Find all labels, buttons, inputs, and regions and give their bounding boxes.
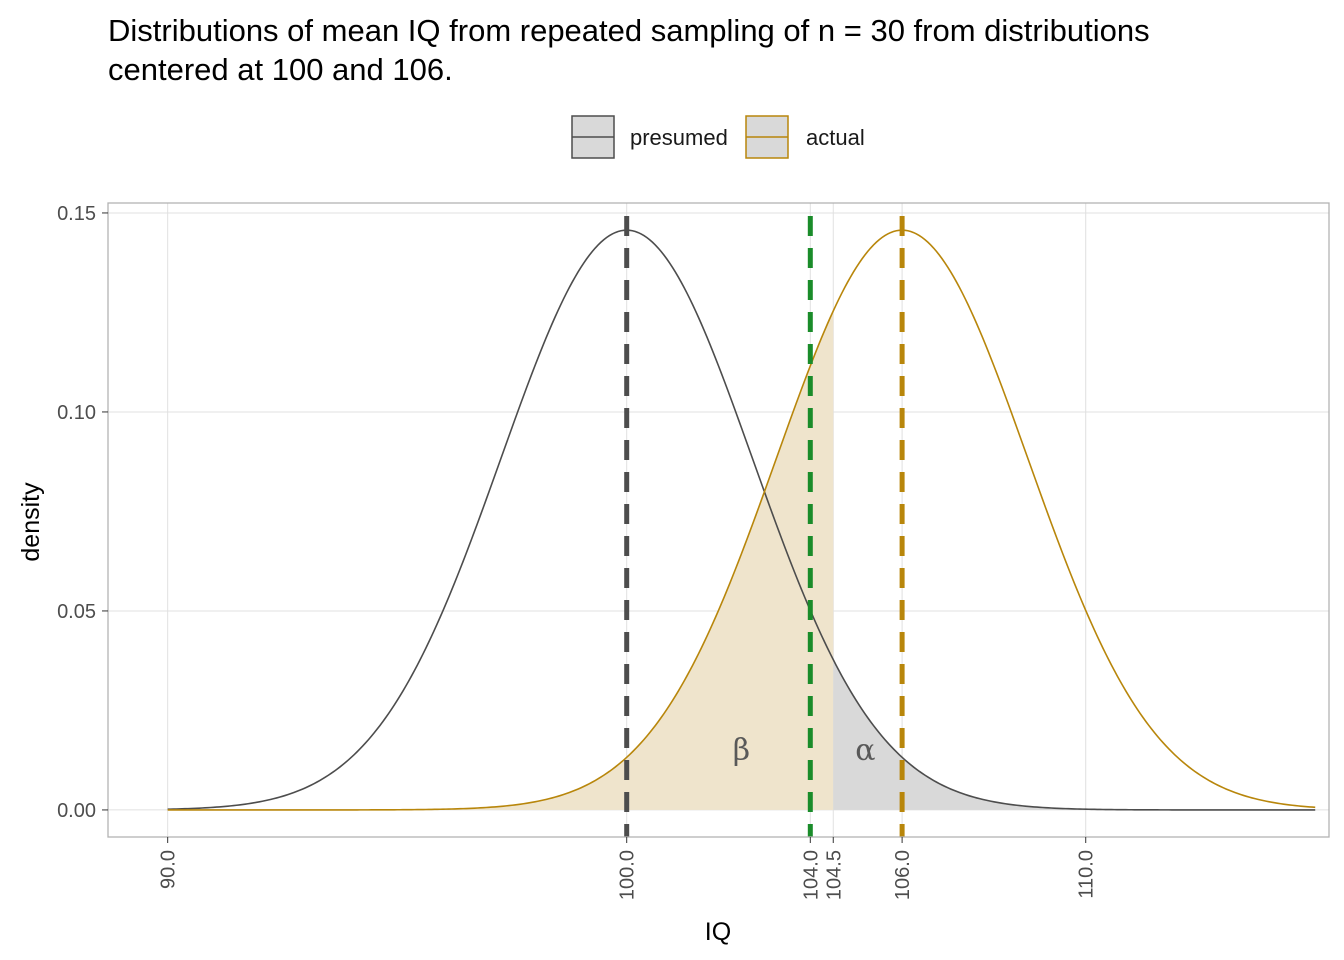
legend: presumed actual xyxy=(571,115,865,159)
y-tick-label-3: 0.15 xyxy=(57,203,96,225)
plot-area: β α 0.00 0.05 0.10 0.15 90.0 100.0 104.0 104.5 106… xyxy=(57,202,1330,900)
x-axis-title: IQ xyxy=(705,918,731,946)
legend-label-presumed: presumed xyxy=(630,125,728,150)
panel-border xyxy=(107,202,1330,838)
y-axis-title: density xyxy=(17,482,45,562)
shaded-region-beta xyxy=(167,310,834,810)
y-tick-label-0: 0.00 xyxy=(57,800,96,822)
series-line-presumed xyxy=(167,229,1316,811)
annotation-alpha: α xyxy=(855,733,875,768)
x-tick-label-3: 104.5 xyxy=(823,850,845,900)
y-tick-label-2: 0.10 xyxy=(57,402,96,424)
x-tick-label-4: 106.0 xyxy=(892,850,914,900)
y-tick-label-1: 0.05 xyxy=(57,601,96,623)
shaded-region-alpha xyxy=(833,659,1316,810)
chart-title-line-1: Distributions of mean IQ from repeated s… xyxy=(108,13,1150,48)
x-tick-label-2: 104.0 xyxy=(800,850,822,900)
legend-label-actual: actual xyxy=(806,125,865,150)
series-line-actual xyxy=(167,229,1316,811)
chart-title-line-2: centered at 100 and 106. xyxy=(108,52,453,87)
x-tick-label-1: 100.0 xyxy=(617,850,639,900)
annotation-beta: β xyxy=(733,733,750,768)
x-tick-label-5: 110.0 xyxy=(1076,850,1098,899)
x-tick-label-0: 90.0 xyxy=(158,850,180,889)
